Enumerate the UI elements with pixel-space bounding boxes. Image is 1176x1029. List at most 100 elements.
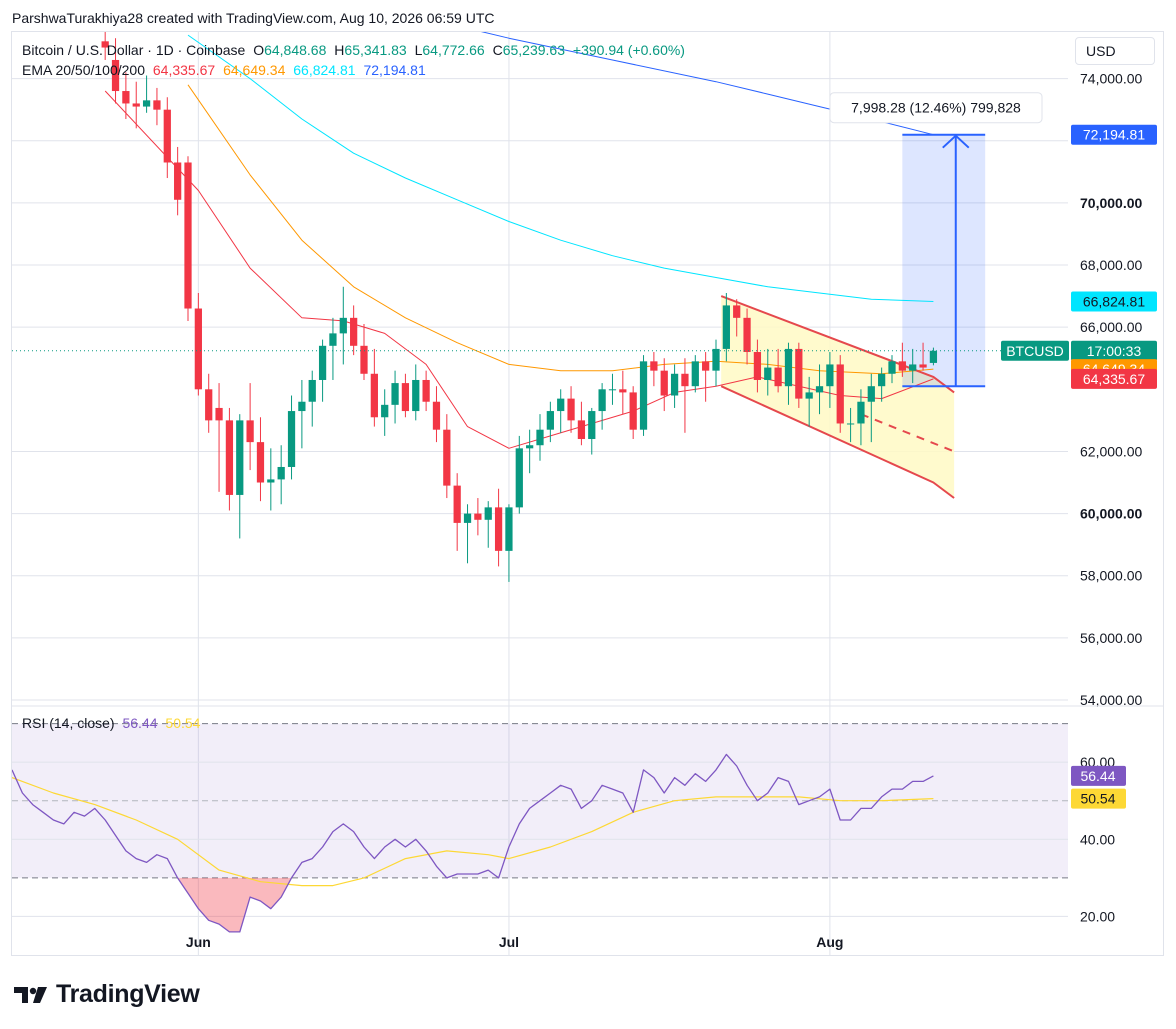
candle-body (339, 317, 347, 334)
candle-body (567, 398, 575, 421)
symbol-tag (1001, 340, 1069, 361)
ema100-line (187, 34, 934, 302)
candle-body (598, 389, 606, 412)
price-tag-label: 66,824.81 (1083, 294, 1145, 310)
candle-body (536, 429, 544, 446)
ema-label: EMA 20/50/100/200 (22, 62, 145, 78)
candle-body (546, 411, 554, 430)
price-tag (1071, 124, 1157, 145)
candle-body (474, 513, 482, 520)
candle-body (619, 389, 627, 393)
candle-body (919, 364, 927, 368)
candle-body (909, 364, 917, 371)
candle-body (929, 350, 938, 363)
ema50-value: 64,649.34 (223, 62, 286, 78)
candle-body (391, 383, 399, 405)
candle-body (370, 373, 378, 418)
brand-name: TradingView (56, 980, 200, 1008)
candle-body (805, 392, 813, 399)
rsi-line (12, 753, 934, 933)
rsi-legend[interactable]: RSI (14, close) 56.44 50.54 (22, 715, 204, 731)
channel-mid-line (860, 413, 955, 453)
time-tick-label: Jul (499, 934, 519, 950)
candle-body (846, 423, 855, 425)
rsi-value: 56.44 (122, 715, 158, 731)
candle-body (660, 370, 668, 396)
candle-body (764, 367, 772, 380)
candle-body (629, 392, 637, 430)
rsi-oversold-fill (172, 877, 504, 932)
candle-body (225, 420, 234, 495)
rsi-tag-label: 50.54 (1080, 791, 1115, 807)
symbol-tag-label: BTCUSD (1006, 343, 1064, 359)
price-tag (1071, 291, 1157, 312)
channel-lower-line (720, 385, 955, 499)
ohlc-low: L64,772.66 (414, 42, 485, 58)
candle-body (712, 348, 720, 371)
candle-body (494, 507, 503, 551)
ema50-line (187, 84, 934, 375)
candle-body (867, 386, 875, 402)
ohlc-close: C65,239.63 (492, 42, 565, 58)
measure-label: 7,998.28 (12.46%) 799,828 (851, 100, 1021, 116)
rsi-tick-label: 20.00 (1080, 908, 1115, 924)
price-tag (1071, 368, 1157, 389)
candle-body (184, 162, 192, 309)
candle-body (412, 379, 420, 412)
measure-label-box (829, 92, 1043, 124)
candle-body (287, 411, 296, 467)
ema100-value: 66,824.81 (293, 62, 356, 78)
candle-body (277, 466, 285, 480)
candle-body (608, 389, 617, 391)
candle-body (639, 361, 648, 430)
ohlc-open: O64,848.68 (253, 42, 327, 58)
candle-body (463, 513, 472, 523)
chart-frame (11, 31, 1164, 956)
tradingview-logo-icon (14, 986, 47, 1003)
candle-body (691, 361, 699, 387)
rsi-ma-line (12, 777, 934, 887)
candle-body (826, 364, 834, 387)
price-tag-label: 72,194.81 (1083, 127, 1145, 143)
candle-body (526, 445, 534, 449)
candle-body (360, 345, 368, 374)
candle-body (888, 361, 896, 374)
currency-button[interactable]: USD (1075, 37, 1155, 65)
candle-body (753, 352, 762, 380)
candle-body (795, 348, 803, 399)
candle-body (142, 100, 151, 107)
candle-body (205, 389, 213, 421)
candle-body (246, 420, 254, 443)
candle-body (381, 404, 389, 418)
candle-body (298, 401, 306, 412)
candle-body (650, 361, 658, 371)
symbol-legend[interactable]: Bitcoin / U.S. Dollar · 1D · Coinbase O6… (22, 42, 689, 58)
price-tick-label: 58,000.00 (1080, 568, 1142, 584)
candle-body (774, 367, 782, 387)
ema-legend[interactable]: EMA 20/50/100/200 64,335.67 64,649.34 66… (22, 62, 430, 78)
candle-body (443, 429, 451, 486)
candle-body (329, 333, 337, 346)
time-tick-label: Aug (816, 934, 843, 950)
candle-body (111, 59, 120, 92)
candle-body (722, 305, 730, 349)
candle-body (878, 373, 886, 387)
rsi-tag (1071, 765, 1126, 786)
candle-body (132, 103, 140, 107)
candle-body (122, 91, 130, 104)
candle-body (215, 407, 223, 421)
measure-arrow-head (942, 134, 970, 149)
ema200-value: 72,194.81 (363, 62, 426, 78)
candle-body (836, 364, 844, 424)
candle-body (577, 420, 586, 440)
brand-logo: TradingView (14, 980, 200, 1009)
candle-body (236, 420, 244, 495)
candle-body (505, 507, 513, 551)
price-tag-label: 17:00:33 (1087, 343, 1142, 359)
chart-credit: ParshwaTurakhiya28 created with TradingV… (12, 10, 495, 26)
candle-body (101, 41, 109, 48)
candle-body (815, 386, 824, 393)
time-tick-label: Jun (186, 934, 211, 950)
candle-body (557, 398, 565, 412)
